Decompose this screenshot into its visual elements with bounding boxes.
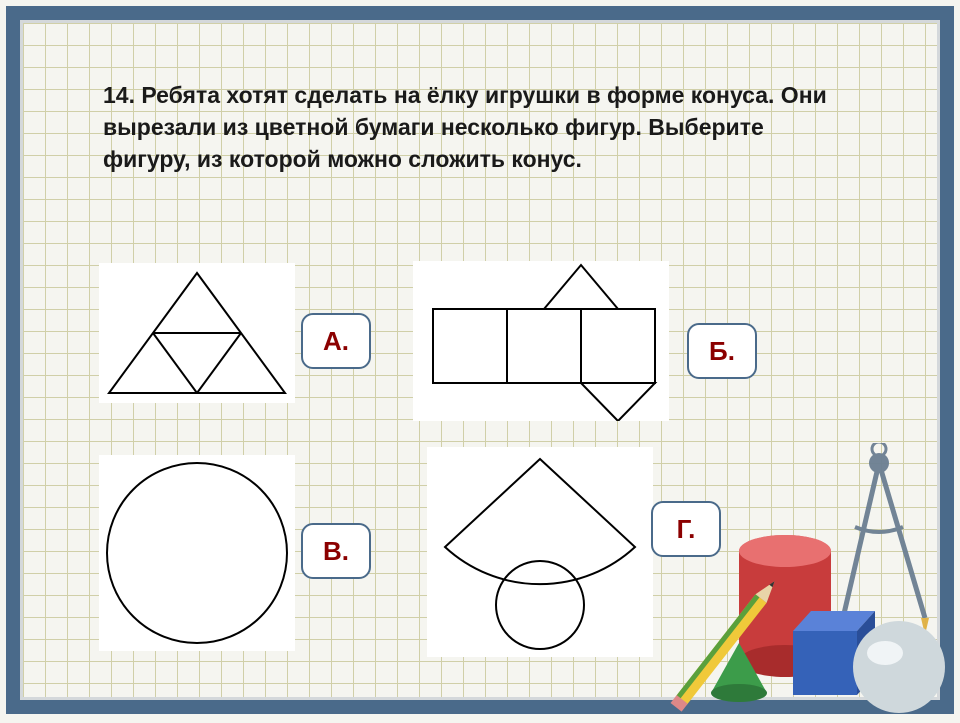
- sphere-icon: [853, 621, 945, 713]
- question-number: 14.: [103, 82, 135, 108]
- question-body: Ребята хотят сделать на ёлку игрушки в ф…: [103, 82, 827, 172]
- figure-b-svg: [413, 261, 669, 421]
- option-a-label: А.: [323, 326, 349, 357]
- figure-card-b: [413, 261, 669, 421]
- option-v-button[interactable]: В.: [301, 523, 371, 579]
- figure-v-svg: [99, 455, 295, 651]
- decoration-shapes: [643, 443, 960, 723]
- figure-g-svg: [427, 447, 653, 657]
- figure-card-a: [99, 263, 295, 403]
- option-b-label: Б.: [709, 336, 735, 367]
- option-b-button[interactable]: Б.: [687, 323, 757, 379]
- slide-frame: 14. Ребята хотят сделать на ёлку игрушки…: [6, 6, 954, 714]
- slide-inner-frame: 14. Ребята хотят сделать на ёлку игрушки…: [20, 20, 940, 700]
- question-text: 14. Ребята хотят сделать на ёлку игрушки…: [103, 79, 847, 176]
- figure-card-g: [427, 447, 653, 657]
- option-v-label: В.: [323, 536, 349, 567]
- compass-icon: [839, 443, 929, 635]
- figure-card-v: [99, 455, 295, 651]
- figure-a-svg: [99, 263, 295, 403]
- option-a-button[interactable]: А.: [301, 313, 371, 369]
